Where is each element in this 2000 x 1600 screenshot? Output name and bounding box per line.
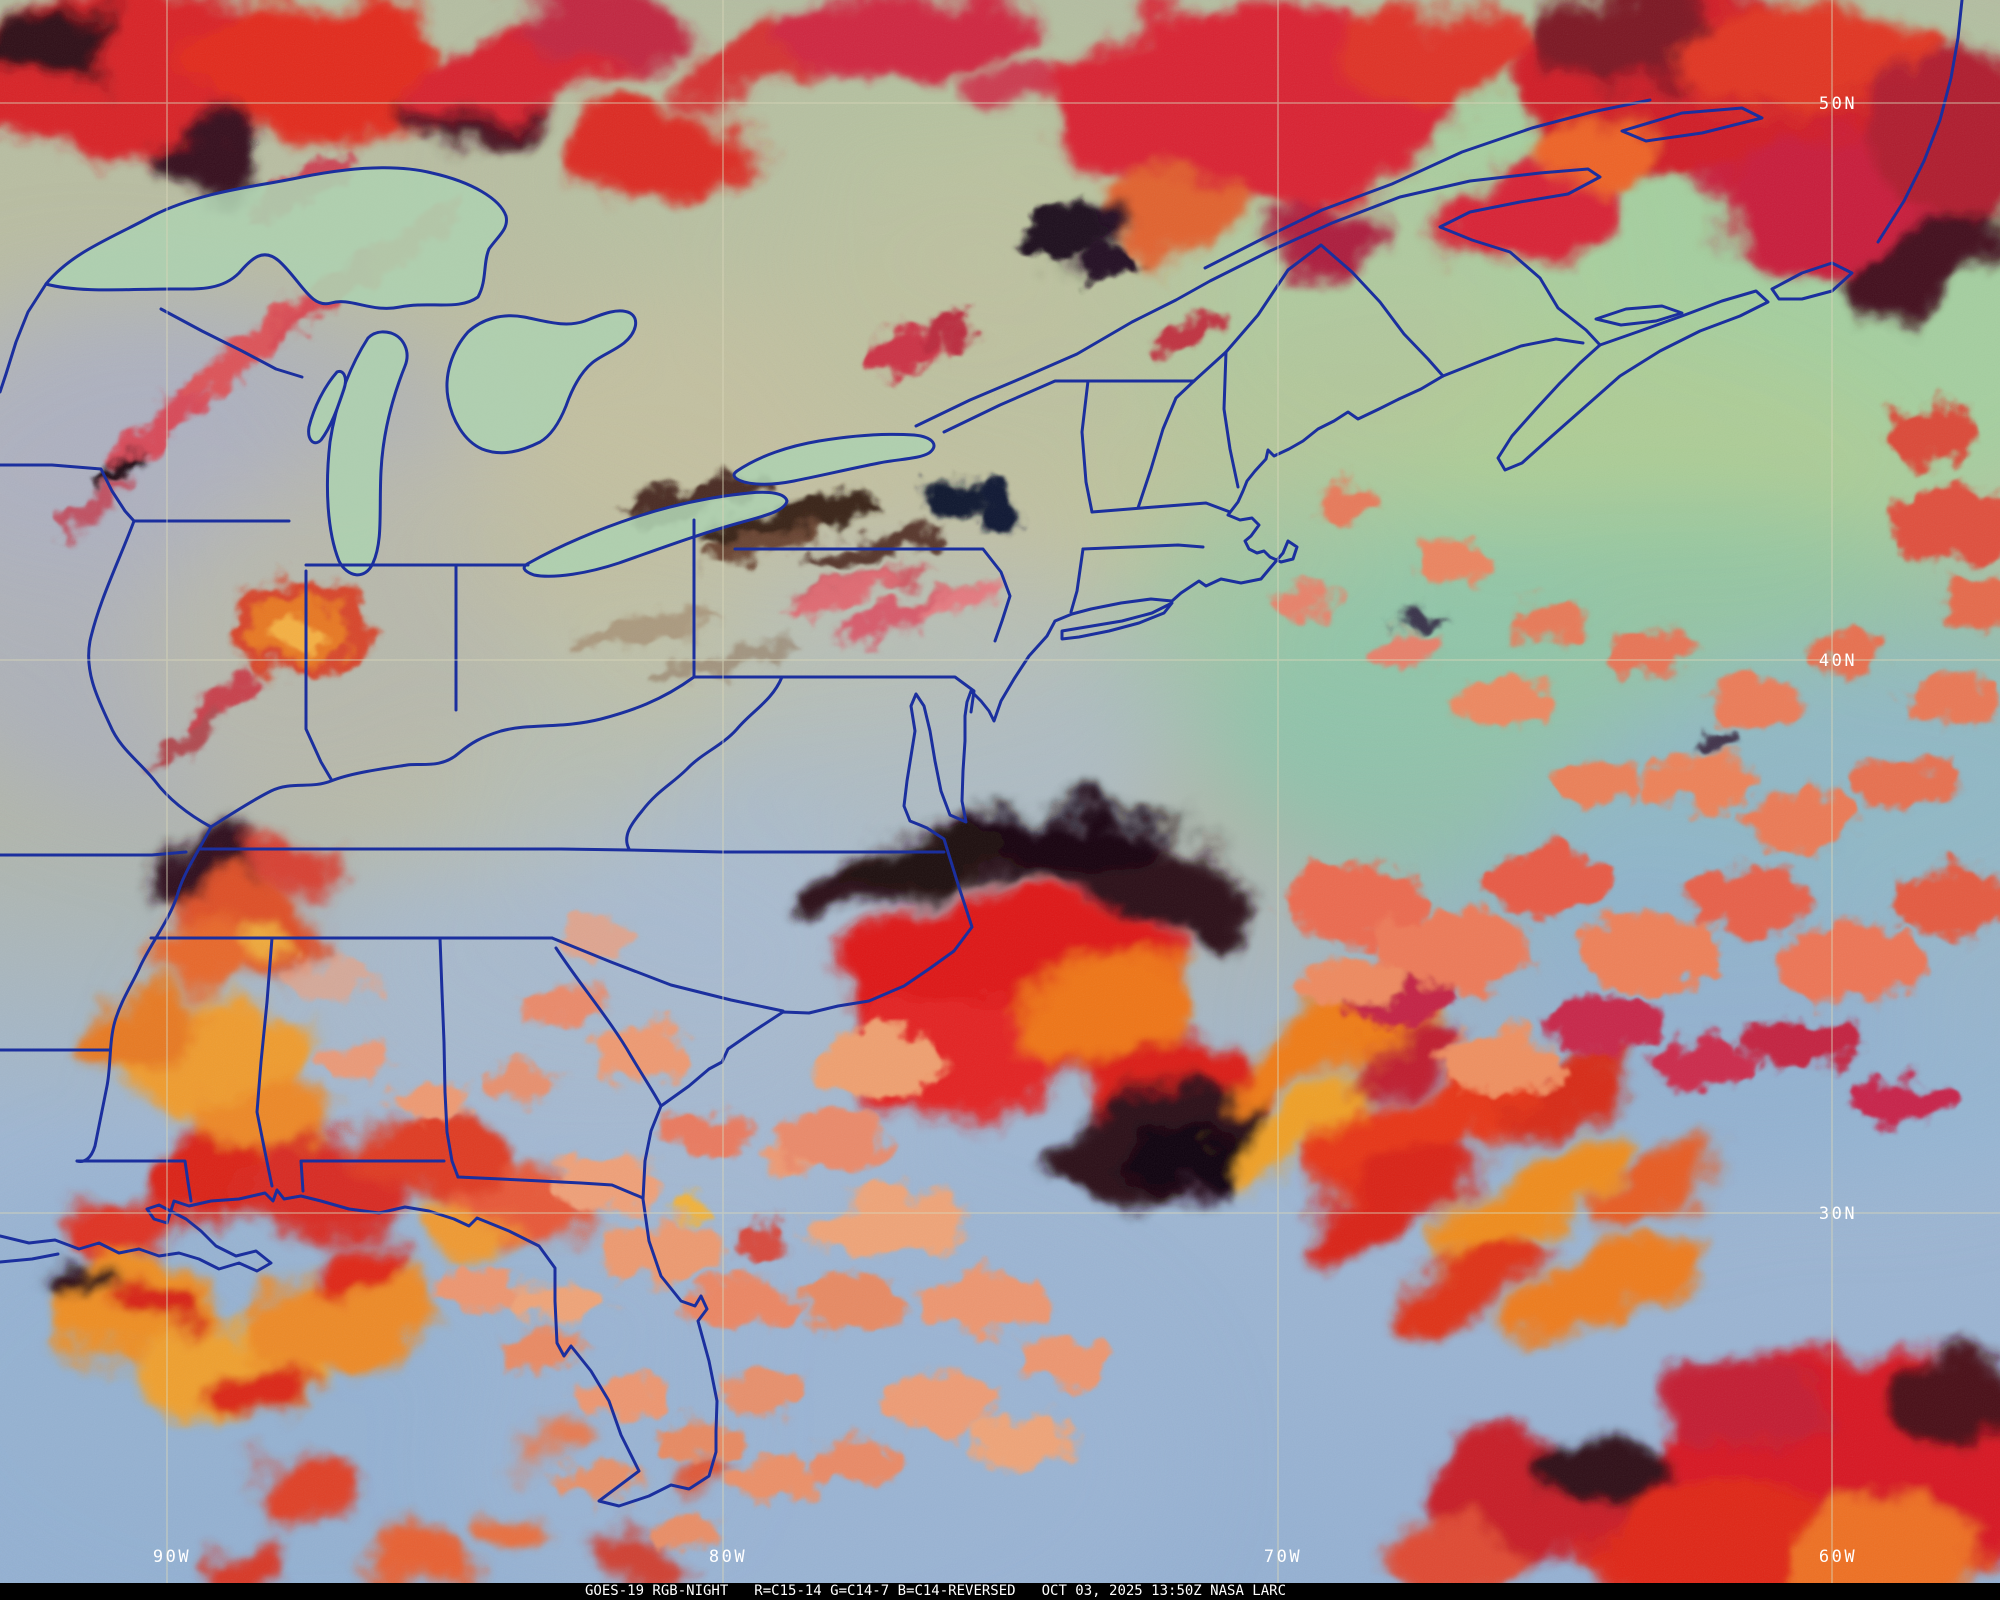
lake-huron-outline [445,309,638,455]
status-bar: GOES-19 RGB-NIGHT R=C15-14 G=C14-7 B=C14… [0,1583,2000,1600]
map-boundaries [0,0,1964,1508]
status-product-title: GOES-19 RGB-NIGHT [585,1583,729,1599]
green-bay-outline [307,369,347,445]
lat-label-40n: 40N [1819,651,1857,671]
lon-label-90w: 90W [153,1547,191,1567]
lat-label-30n: 30N [1819,1204,1857,1224]
status-channel-recipe: R=C15-14 G=C14-7 B=C14-REVERSED [754,1583,1016,1599]
lake-erie-outline [522,490,789,578]
state-and-country-borders [0,0,1964,1508]
lon-label-70w: 70W [1264,1547,1302,1567]
lon-label-60w: 60W [1819,1547,1857,1567]
lake-superior-outline [44,166,508,310]
great-lakes [44,166,936,578]
lon-label-80w: 80W [709,1547,747,1567]
atlantic-gulf-coastline [0,374,1445,1508]
status-timestamp-credit: OCT 03, 2025 13:50Z NASA LARC [1041,1583,1287,1599]
long-island-outline [1060,601,1174,641]
lat-label-50n: 50N [1819,94,1857,114]
lake-ontario-outline [732,432,936,486]
graticule-labels: 50N 40N 30N 90W 80W 70W 60W [153,94,1857,1567]
lake-michigan-outline [325,330,409,577]
